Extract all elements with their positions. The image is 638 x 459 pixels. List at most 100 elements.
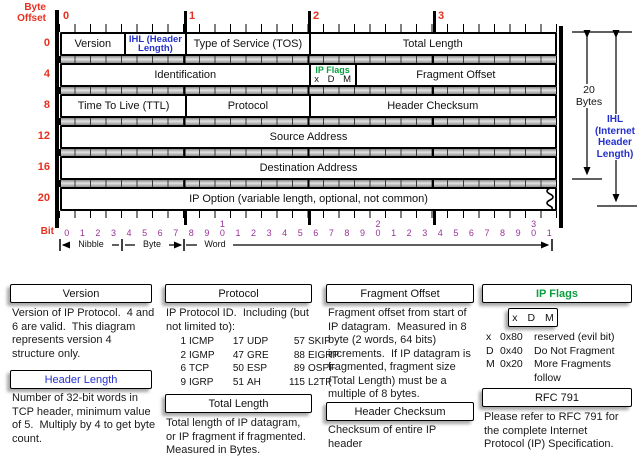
bit-number: 9 — [515, 227, 521, 238]
twenty-bytes-label: 20 Bytes — [572, 84, 606, 108]
ip-flags-box: x D M — [508, 308, 558, 327]
byte-tick-1 — [184, 11, 187, 32]
field-protocol: Protocol — [185, 96, 308, 116]
section-header-length-title: Header Length — [44, 373, 118, 386]
byte-tick-3 — [433, 11, 436, 32]
bit-number: 9 — [204, 227, 210, 238]
ip-flag-legend-row: M 0x20 More Fragments follow — [486, 358, 612, 384]
section-version-title: Version — [62, 287, 100, 300]
bit-number: 3 — [422, 227, 428, 238]
header-row-4: Identification IP Flags x D M Fragment O… — [60, 63, 557, 87]
byte-tick-b1 — [184, 211, 187, 225]
offset-12: 12 — [37, 130, 50, 142]
offset-16: 16 — [37, 161, 50, 173]
header-row-20: IP Option (variable length, optional, no… — [60, 187, 557, 211]
section-protocol-title: Protocol — [218, 287, 259, 300]
section-fragment-offset-body: Fragment offset from start of IP datagra… — [328, 307, 471, 400]
nibble-label: Nibble — [70, 239, 112, 249]
header-row-16: Destination Address — [60, 156, 557, 180]
section-total-length-body: Total length of IP datagram, or IP fragm… — [166, 417, 306, 456]
bit-number: 1 — [235, 227, 241, 238]
offset-0: 0 — [43, 37, 50, 49]
bit-number: 0 — [64, 227, 70, 238]
section-version-header: Version — [10, 284, 152, 303]
bit-number: 5 — [453, 227, 459, 238]
section-rfc-header: RFC 791 — [482, 388, 632, 407]
byte-number-3: 3 — [438, 10, 445, 22]
field-fragment-offset: Fragment Offset — [354, 65, 555, 85]
bit-number: 8 — [344, 227, 350, 238]
header-row-8: Time To Live (TTL) Protocol Header Check… — [60, 94, 557, 118]
bit-number: 8 — [188, 227, 194, 238]
section-header-length-body: Number of 32-bit words in TCP header, mi… — [12, 392, 156, 445]
bit-number: 9 — [359, 227, 365, 238]
section-fragment-offset-title: Fragment Offset — [360, 287, 440, 300]
tick-separator — [59, 56, 557, 63]
bit-number: 5 — [297, 227, 303, 238]
byte-tick-b2 — [308, 211, 311, 225]
section-version-body: Version of IP Protocol. 4 and 6 are vali… — [12, 307, 155, 360]
bit-number: 4 — [282, 227, 288, 238]
offset-4: 4 — [43, 68, 50, 80]
field-ttl: Time To Live (TTL) — [77, 99, 170, 112]
bit-number: 3 — [266, 227, 272, 238]
section-protocol-intro: IP Protocol ID. Including (but not limit… — [166, 307, 309, 333]
section-rfc-title: RFC 791 — [534, 391, 580, 404]
tick-separator — [59, 118, 557, 125]
section-fragment-offset-header: Fragment Offset — [326, 284, 474, 303]
byte-number-2: 2 — [313, 10, 320, 22]
right-edge-bar — [559, 26, 563, 228]
byte-tick-2 — [308, 11, 311, 32]
section-header-checksum-header: Header Checksum — [326, 402, 474, 421]
field-total-length: Total Length — [308, 34, 556, 54]
bit-number: 4 — [437, 227, 443, 238]
field-destination-address: Destination Address — [259, 161, 358, 174]
header-row-12: Source Address — [60, 125, 557, 149]
tick-separator — [59, 87, 557, 94]
protocol-id-table: 1 ICMP 17 UDP 57 SKIP 2 IGMP 47 GRE 88 EIGRP 6… — [171, 335, 339, 389]
byte-label: Byte — [135, 239, 169, 249]
bit-number: 3 0 — [531, 219, 537, 238]
byte-number-0: 0 — [63, 10, 70, 22]
bit-number: 1 — [391, 227, 397, 238]
section-ip-flags-header: IP Flags — [482, 284, 632, 303]
protocol-id-row: 1 ICMP 17 UDP 57 SKIP — [180, 336, 331, 347]
ip-flag-legend-row: x 0x80 reserved (evil bit) — [486, 331, 615, 343]
field-tos: Type of Service (TOS) — [185, 34, 308, 54]
bit-number: 2 0 — [375, 219, 381, 238]
field-source-address: Source Address — [269, 130, 348, 143]
bit-number: 2 — [95, 227, 101, 238]
section-ip-flags-title: IP Flags — [536, 287, 578, 300]
section-rfc-body: Please refer to RFC 791 for the complete… — [484, 411, 619, 450]
bit-number: 1 0 — [219, 219, 225, 238]
bit-number: 2 — [251, 227, 257, 238]
bit-number: 2 — [406, 227, 412, 238]
section-header-checksum-title: Header Checksum — [354, 405, 446, 418]
offset-8: 8 — [43, 99, 50, 111]
bit-number: 8 — [500, 227, 506, 238]
bit-number: 7 — [328, 227, 334, 238]
field-header-checksum: Header Checksum — [308, 96, 556, 116]
byte-number-1: 1 — [189, 10, 196, 22]
header-row-0: Version IHL (Header Length) Type of Serv… — [60, 32, 557, 56]
bit-number: 3 — [110, 227, 116, 238]
byte-tick-b3 — [433, 211, 436, 225]
bit-number: 6 — [468, 227, 474, 238]
bit-number: 4 — [126, 227, 132, 238]
bit-number: 7 — [173, 227, 179, 238]
bit-number: 5 — [142, 227, 148, 238]
section-total-length-title: Total Length — [208, 397, 269, 410]
byte-offset-label: Byte Offset — [17, 2, 46, 24]
section-protocol-header: Protocol — [165, 284, 312, 303]
field-ip-option: IP Option (variable length, optional, no… — [189, 192, 428, 205]
section-header-length-header: Header Length — [10, 370, 152, 389]
field-ip-flags: IP Flags x D M — [308, 65, 355, 85]
ip-flags-legend: x 0x80 reserved (evil bit) D 0x40 Do Not… — [486, 331, 634, 385]
offset-20: 20 — [37, 192, 50, 204]
bit-number: 1 — [546, 227, 552, 238]
ip-flag-legend-row: D 0x40 Do Not Fragment — [486, 344, 615, 357]
bit-label: Bit — [40, 226, 54, 237]
protocol-id-row: 9 IGRP 51 AH 115 L2TP — [180, 376, 332, 388]
